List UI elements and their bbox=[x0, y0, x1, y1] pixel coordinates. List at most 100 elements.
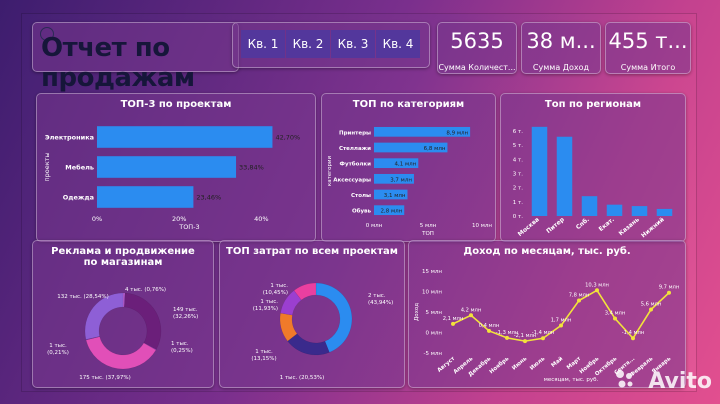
chart-top-categories: Принтеры 8,9 млн Стеллажи 6,8 млн Футболки 4,… bbox=[327, 126, 492, 237]
donut-slice bbox=[85, 336, 157, 370]
bar bbox=[374, 205, 405, 216]
kpi-label-income: Сумма Доход bbox=[532, 63, 590, 72]
axis-label: категории bbox=[327, 155, 333, 186]
chart-card-regions: Топ по регионам 0 т. 1 т. 2 т. 3 т. 4 т. 5 т.… bbox=[500, 93, 686, 242]
bar bbox=[631, 206, 648, 216]
category-label: Мебель bbox=[65, 164, 94, 172]
chart-card-costs: ТОП затрат по всем проектам 2 тыс. (43,94… bbox=[219, 240, 405, 388]
bar bbox=[556, 136, 573, 216]
chart-top3-projects: Электроника 42,70% Мебель 33,84% Одежда 23,46… bbox=[43, 126, 300, 231]
axis-label: проекты bbox=[43, 152, 51, 181]
data-label: -1,3 млн bbox=[496, 330, 518, 336]
quarter-button-3[interactable]: Кв. 3 bbox=[331, 30, 375, 58]
category-label: Обувь bbox=[352, 208, 372, 215]
bar bbox=[97, 186, 194, 208]
category-label: Принтеры bbox=[339, 130, 371, 136]
data-label-sub: (32,26%) bbox=[173, 314, 198, 320]
bar bbox=[374, 158, 419, 169]
tick-label: 6 т. bbox=[513, 129, 523, 135]
data-label-sub: (0,25%) bbox=[171, 348, 193, 354]
bar bbox=[374, 189, 408, 200]
category-label: Стеллажи bbox=[339, 146, 371, 152]
data-label: 23,46% bbox=[196, 194, 221, 202]
tick-label: 2 т. bbox=[513, 186, 523, 192]
axis-label: ТОП bbox=[421, 231, 434, 237]
bar bbox=[606, 204, 623, 216]
data-label: 3,7 млн bbox=[390, 177, 412, 183]
data-point bbox=[649, 307, 653, 312]
quarter-slicer: Кв. 1 Кв. 2 Кв. 3 Кв. 4 bbox=[241, 30, 421, 58]
axis-label: месяцам, тыс. руб. bbox=[544, 377, 599, 383]
kpi-value-total: 455 т... bbox=[608, 29, 688, 53]
data-label: -1,4 млн bbox=[532, 330, 554, 336]
data-point bbox=[559, 323, 563, 328]
category-label: Футболки bbox=[340, 161, 372, 168]
chart-card-top-categories: ТОП по категориям Принтеры 8,9 млн Стеллаж… bbox=[321, 93, 496, 242]
chart-title: Доход по месяцам, тыс. руб. bbox=[463, 246, 631, 257]
data-label: 1,7 млн bbox=[551, 318, 572, 324]
tick-label: -5 млн bbox=[424, 351, 443, 357]
quarter-button-2[interactable]: Кв. 2 bbox=[286, 30, 330, 58]
donut-slice bbox=[279, 312, 298, 342]
quarter-button-4[interactable]: Кв. 4 bbox=[376, 30, 420, 58]
tick-label: 15 млн bbox=[422, 269, 442, 275]
quarter-button-1[interactable]: Кв. 1 bbox=[241, 30, 285, 58]
data-label: 132 тыс. (28,54%) bbox=[57, 294, 109, 300]
data-label: 1 тыс. (20,53%) bbox=[280, 375, 325, 381]
tick-label: 5 млн bbox=[425, 310, 442, 316]
kpi-value-income: 38 м... bbox=[526, 29, 596, 53]
app-logo-icon bbox=[40, 27, 54, 41]
kpi-card-quantity: 5635 Сумма Количест... bbox=[437, 22, 517, 74]
data-label: 4,2 млн bbox=[461, 307, 482, 313]
data-point bbox=[523, 339, 527, 344]
data-label: 10,3 млн bbox=[585, 282, 609, 288]
data-label: 33,84% bbox=[239, 164, 264, 172]
kpi-card-total: 455 т... Сумма Итого bbox=[605, 22, 691, 74]
data-label-sub: (43,94%) bbox=[368, 300, 393, 306]
data-label-sub: (13,15%) bbox=[251, 356, 276, 362]
data-label: 9,7 млн bbox=[659, 285, 680, 291]
category-label: Спб. bbox=[575, 216, 591, 231]
data-point bbox=[469, 313, 473, 318]
donut-slice bbox=[315, 282, 353, 353]
data-label: 42,70% bbox=[275, 134, 300, 142]
kpi-label-total: Сумма Итого bbox=[620, 63, 676, 72]
bar bbox=[374, 142, 448, 153]
tick-label: 1 т. bbox=[513, 200, 523, 206]
chart-title: ТОП-3 по проектам bbox=[120, 99, 232, 110]
data-label: 4,1 млн bbox=[395, 162, 417, 168]
data-point bbox=[613, 316, 617, 321]
tick-label: 0 т. bbox=[513, 214, 523, 220]
bar bbox=[531, 126, 548, 216]
tick-label: 40% bbox=[254, 215, 268, 223]
data-label: 1 тыс. bbox=[270, 283, 288, 289]
data-label: 1 тыс. bbox=[260, 299, 278, 305]
tick-label: 5 т. bbox=[513, 143, 523, 149]
data-label-sub: (11,93%) bbox=[253, 306, 278, 312]
data-label: 6,8 млн bbox=[424, 146, 446, 152]
tick-label: 20% bbox=[172, 215, 186, 223]
category-label: Екат. bbox=[598, 216, 616, 233]
title-card: Отчет по продажам bbox=[32, 22, 239, 93]
chart-title: Топ по регионам bbox=[544, 99, 642, 110]
category-label: Ноябрь bbox=[488, 355, 511, 376]
data-label: 2 тыс. bbox=[368, 293, 386, 299]
avito-logo-icon bbox=[616, 370, 633, 388]
data-label: 3,1 млн bbox=[384, 193, 406, 199]
bar bbox=[374, 173, 414, 184]
category-label: Май bbox=[550, 355, 565, 369]
tick-label: 5 млн bbox=[420, 223, 437, 229]
chart-title: ТОП затрат по всем проектам bbox=[226, 246, 398, 257]
category-label: Июль bbox=[529, 356, 547, 372]
tick-label: 3 т. bbox=[513, 172, 523, 178]
bar bbox=[97, 156, 237, 178]
data-point bbox=[541, 336, 545, 341]
chart-title: Реклама и продвижение по магазинам bbox=[51, 246, 195, 268]
data-label: 2,1 млн bbox=[443, 316, 464, 322]
donut-slice bbox=[84, 292, 124, 340]
axis-label: ТОП-3 bbox=[178, 223, 199, 231]
axis-label: Доход bbox=[414, 303, 420, 321]
data-label: 4 тыс. (0,76%) bbox=[125, 287, 166, 293]
data-label: 1 тыс. bbox=[255, 349, 273, 355]
tick-label: 4 т. bbox=[513, 157, 523, 163]
